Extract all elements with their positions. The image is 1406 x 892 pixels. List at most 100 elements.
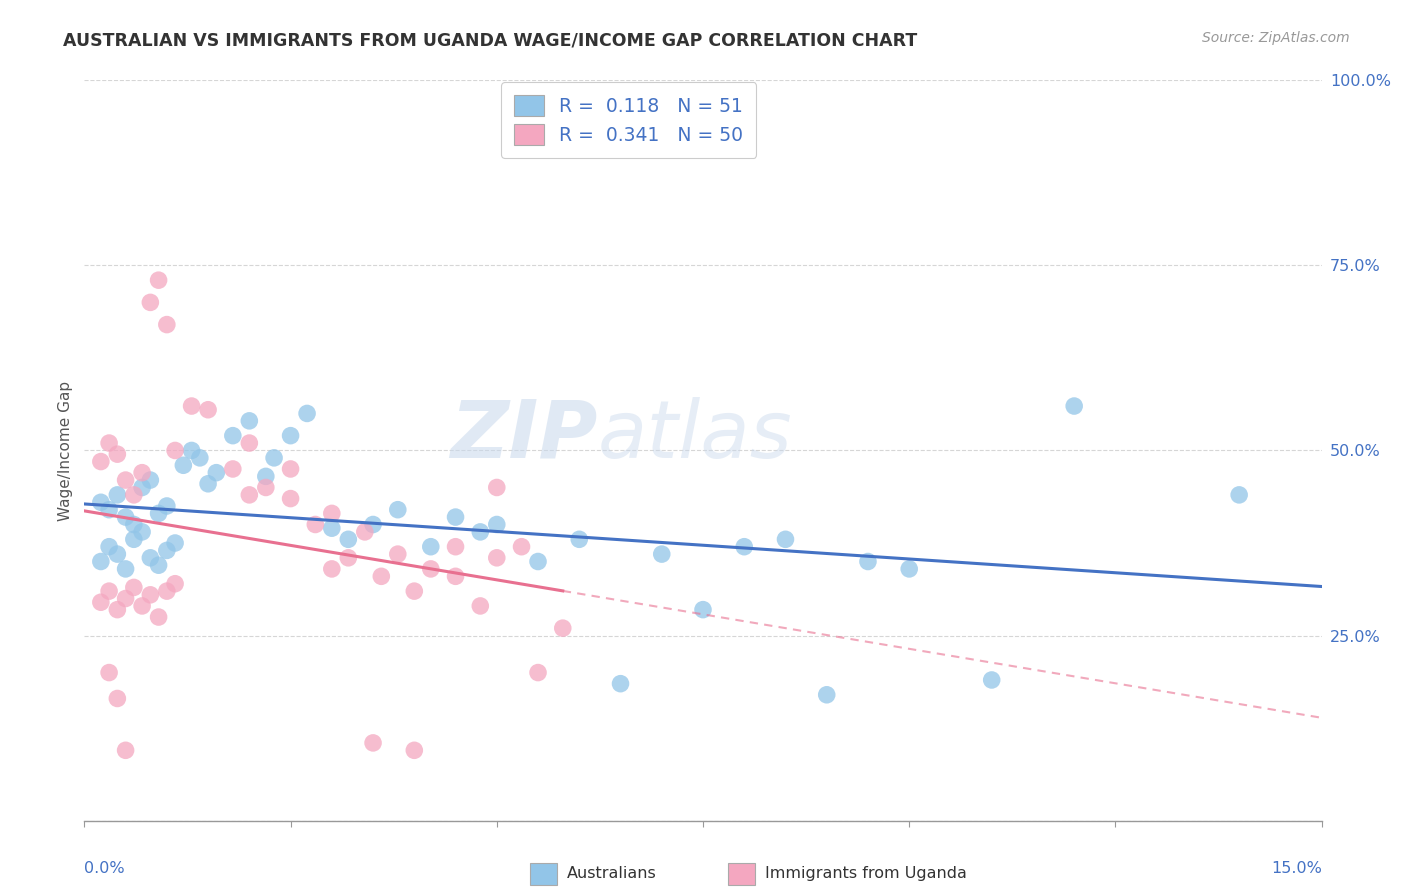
Point (444, 569, 467, 583)
Point (139, 550, 162, 565)
Point (105, 447, 128, 461)
Text: 15.0%: 15.0% (1271, 862, 1322, 876)
Point (775, 533, 797, 547)
Point (131, 480, 153, 494)
Point (148, 610, 170, 624)
Point (856, 555, 879, 569)
Point (131, 466, 153, 480)
Point (188, 450, 211, 465)
Point (280, 462, 302, 476)
Point (114, 510, 136, 524)
Point (105, 547, 128, 561)
Point (122, 533, 145, 547)
Point (404, 743, 426, 757)
Point (1063, 399, 1085, 413)
Point (197, 476, 219, 491)
Point (387, 502, 409, 516)
Point (485, 517, 508, 532)
Text: Australians: Australians (567, 866, 657, 880)
Point (90, 555, 112, 569)
Point (139, 473, 162, 487)
Point (98, 502, 121, 516)
Point (180, 399, 202, 413)
Point (98, 584, 121, 599)
Point (139, 295, 162, 310)
Point (131, 524, 153, 539)
Point (404, 584, 426, 599)
Point (122, 488, 145, 502)
Point (470, 599, 492, 613)
Point (238, 488, 260, 502)
Point (165, 576, 187, 591)
Point (156, 318, 179, 332)
Point (148, 273, 170, 287)
Legend: R =  0.118   N = 51, R =  0.341   N = 50: R = 0.118 N = 51, R = 0.341 N = 50 (501, 82, 756, 158)
Point (419, 562, 441, 576)
Point (197, 402, 219, 417)
Point (304, 517, 326, 532)
Point (419, 540, 441, 554)
Point (205, 466, 228, 480)
Point (609, 676, 631, 690)
Point (148, 507, 170, 521)
Point (114, 743, 136, 757)
Point (90, 454, 112, 468)
Point (527, 555, 550, 569)
Point (370, 569, 392, 583)
Point (444, 540, 467, 554)
Point (114, 473, 136, 487)
Point (180, 443, 202, 458)
Point (815, 688, 838, 702)
Point (280, 491, 302, 506)
Text: atlas: atlas (598, 397, 793, 475)
Point (444, 510, 467, 524)
Point (295, 407, 318, 421)
Point (139, 588, 162, 602)
Text: 0.0%: 0.0% (84, 862, 125, 876)
Text: Immigrants from Uganda: Immigrants from Uganda (765, 866, 967, 880)
Point (980, 673, 1002, 687)
Point (321, 507, 343, 521)
Point (485, 480, 508, 494)
Text: AUSTRALIAN VS IMMIGRANTS FROM UGANDA WAGE/INCOME GAP CORRELATION CHART: AUSTRALIAN VS IMMIGRANTS FROM UGANDA WAG… (63, 31, 918, 49)
Point (485, 550, 508, 565)
FancyBboxPatch shape (728, 863, 755, 885)
Point (361, 517, 384, 532)
Point (470, 524, 492, 539)
Point (1227, 488, 1250, 502)
Point (254, 480, 277, 494)
Y-axis label: Wage/Income Gap: Wage/Income Gap (58, 380, 73, 521)
Point (156, 584, 179, 599)
Point (321, 521, 343, 535)
Point (321, 562, 343, 576)
Text: Source: ZipAtlas.com: Source: ZipAtlas.com (1202, 31, 1350, 45)
Point (353, 524, 375, 539)
Point (254, 469, 277, 483)
Point (98, 540, 121, 554)
Point (651, 547, 673, 561)
FancyBboxPatch shape (530, 863, 557, 885)
Point (387, 547, 409, 561)
Point (105, 691, 128, 706)
Point (898, 562, 921, 576)
Point (510, 540, 533, 554)
Point (337, 533, 360, 547)
Point (165, 536, 187, 550)
Point (90, 495, 112, 509)
Point (692, 602, 714, 616)
Point (114, 562, 136, 576)
Point (114, 591, 136, 606)
Point (238, 436, 260, 450)
Point (733, 540, 755, 554)
Point (527, 665, 550, 680)
Point (222, 428, 245, 442)
Point (156, 543, 179, 558)
Point (131, 599, 153, 613)
Point (222, 462, 245, 476)
Point (122, 581, 145, 595)
Text: ZIP: ZIP (450, 397, 598, 475)
Point (122, 517, 145, 532)
Point (90, 595, 112, 609)
Point (98, 436, 121, 450)
Point (568, 533, 591, 547)
